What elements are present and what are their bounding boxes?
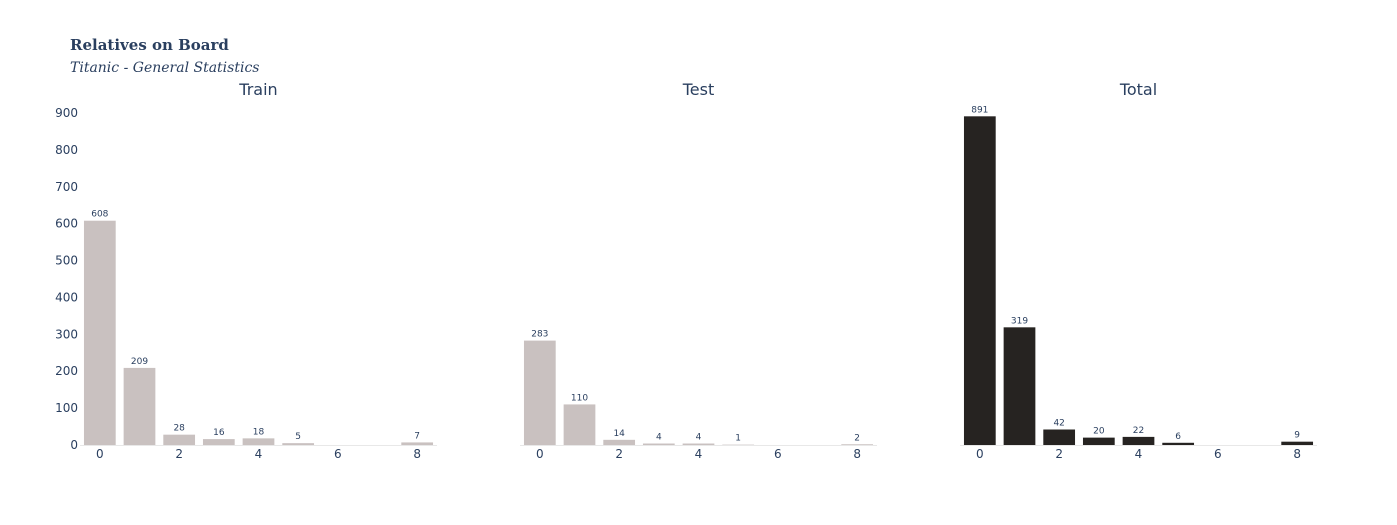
bar [841, 444, 874, 445]
x-tick-label: 0 [536, 447, 544, 461]
bar-value-label: 6 [1175, 432, 1181, 442]
bar [83, 220, 116, 445]
panel-title: Total [1119, 80, 1157, 99]
x-tick-label: 8 [853, 447, 861, 461]
bar [401, 442, 434, 445]
y-tick-label: 300 [55, 327, 78, 341]
bar-value-label: 1 [735, 434, 741, 444]
y-tick-label: 400 [55, 290, 78, 304]
y-tick-label: 500 [55, 254, 78, 268]
bar-value-label: 7 [414, 431, 420, 441]
bar [282, 443, 315, 445]
bar [1003, 327, 1036, 445]
y-tick-label: 900 [55, 106, 78, 120]
bar-value-label: 16 [213, 428, 225, 438]
bar [682, 443, 715, 445]
bar [1162, 442, 1195, 445]
bar [123, 367, 156, 445]
bar-value-label: 18 [253, 427, 265, 437]
bar-value-label: 110 [571, 393, 588, 403]
bar [242, 438, 275, 445]
y-tick-label: 200 [55, 364, 78, 378]
x-tick-label: 4 [255, 447, 263, 461]
bar [563, 404, 596, 445]
x-tick-label: 0 [96, 447, 104, 461]
x-tick-label: 8 [1293, 447, 1301, 461]
x-tick-label: 2 [1055, 447, 1063, 461]
bar-value-label: 28 [173, 424, 185, 434]
bar [1122, 436, 1155, 445]
bar [603, 439, 636, 445]
bar [202, 439, 235, 445]
chart-title: Relatives on Board [70, 36, 229, 54]
bar-value-label: 608 [91, 210, 108, 220]
bar [163, 434, 196, 445]
bar [1043, 429, 1076, 445]
y-tick-label: 600 [55, 217, 78, 231]
x-tick-label: 4 [1135, 447, 1143, 461]
bar-value-label: 9 [1294, 431, 1300, 441]
y-tick-label: 0 [70, 438, 78, 452]
x-tick-label: 2 [175, 447, 183, 461]
bar-value-label: 22 [1133, 426, 1144, 436]
y-tick-label: 800 [55, 143, 78, 157]
bar-value-label: 283 [531, 330, 548, 340]
bar-value-label: 42 [1053, 419, 1064, 429]
y-tick-label: 100 [55, 401, 78, 415]
bar-value-label: 5 [295, 432, 301, 442]
bar-value-label: 4 [696, 433, 702, 443]
panel-0: Train 0 100 200 300 400 500 600 700 800 900 0 2 4 6 8 60… [55, 80, 437, 461]
bar-value-label: 14 [613, 429, 625, 439]
bar-value-label: 2 [854, 433, 860, 443]
panel-title: Train [238, 80, 277, 99]
bar [523, 340, 556, 445]
bar [963, 116, 996, 445]
bar-value-label: 209 [131, 357, 148, 367]
bar-value-label: 891 [971, 105, 988, 115]
bar-value-label: 319 [1011, 316, 1028, 326]
x-tick-label: 8 [413, 447, 421, 461]
panel-title: Test [682, 80, 715, 99]
bar [1281, 441, 1314, 445]
bar-value-label: 4 [656, 433, 662, 443]
bar [1082, 437, 1115, 445]
x-tick-label: 2 [615, 447, 623, 461]
bar [642, 443, 675, 445]
panel-2: Total 0 2 4 6 8 891 319 42 20 22 6 9 [960, 80, 1317, 461]
y-tick-label: 700 [55, 180, 78, 194]
x-tick-label: 6 [774, 447, 782, 461]
bar-value-label: 20 [1093, 427, 1105, 437]
chart-subtitle: Titanic - General Statistics [70, 60, 259, 76]
x-tick-label: 6 [334, 447, 342, 461]
x-tick-label: 6 [1214, 447, 1222, 461]
x-tick-label: 0 [976, 447, 984, 461]
panel-1: Test 0 2 4 6 8 283 110 14 4 4 1 2 [520, 80, 877, 461]
x-tick-label: 4 [695, 447, 703, 461]
